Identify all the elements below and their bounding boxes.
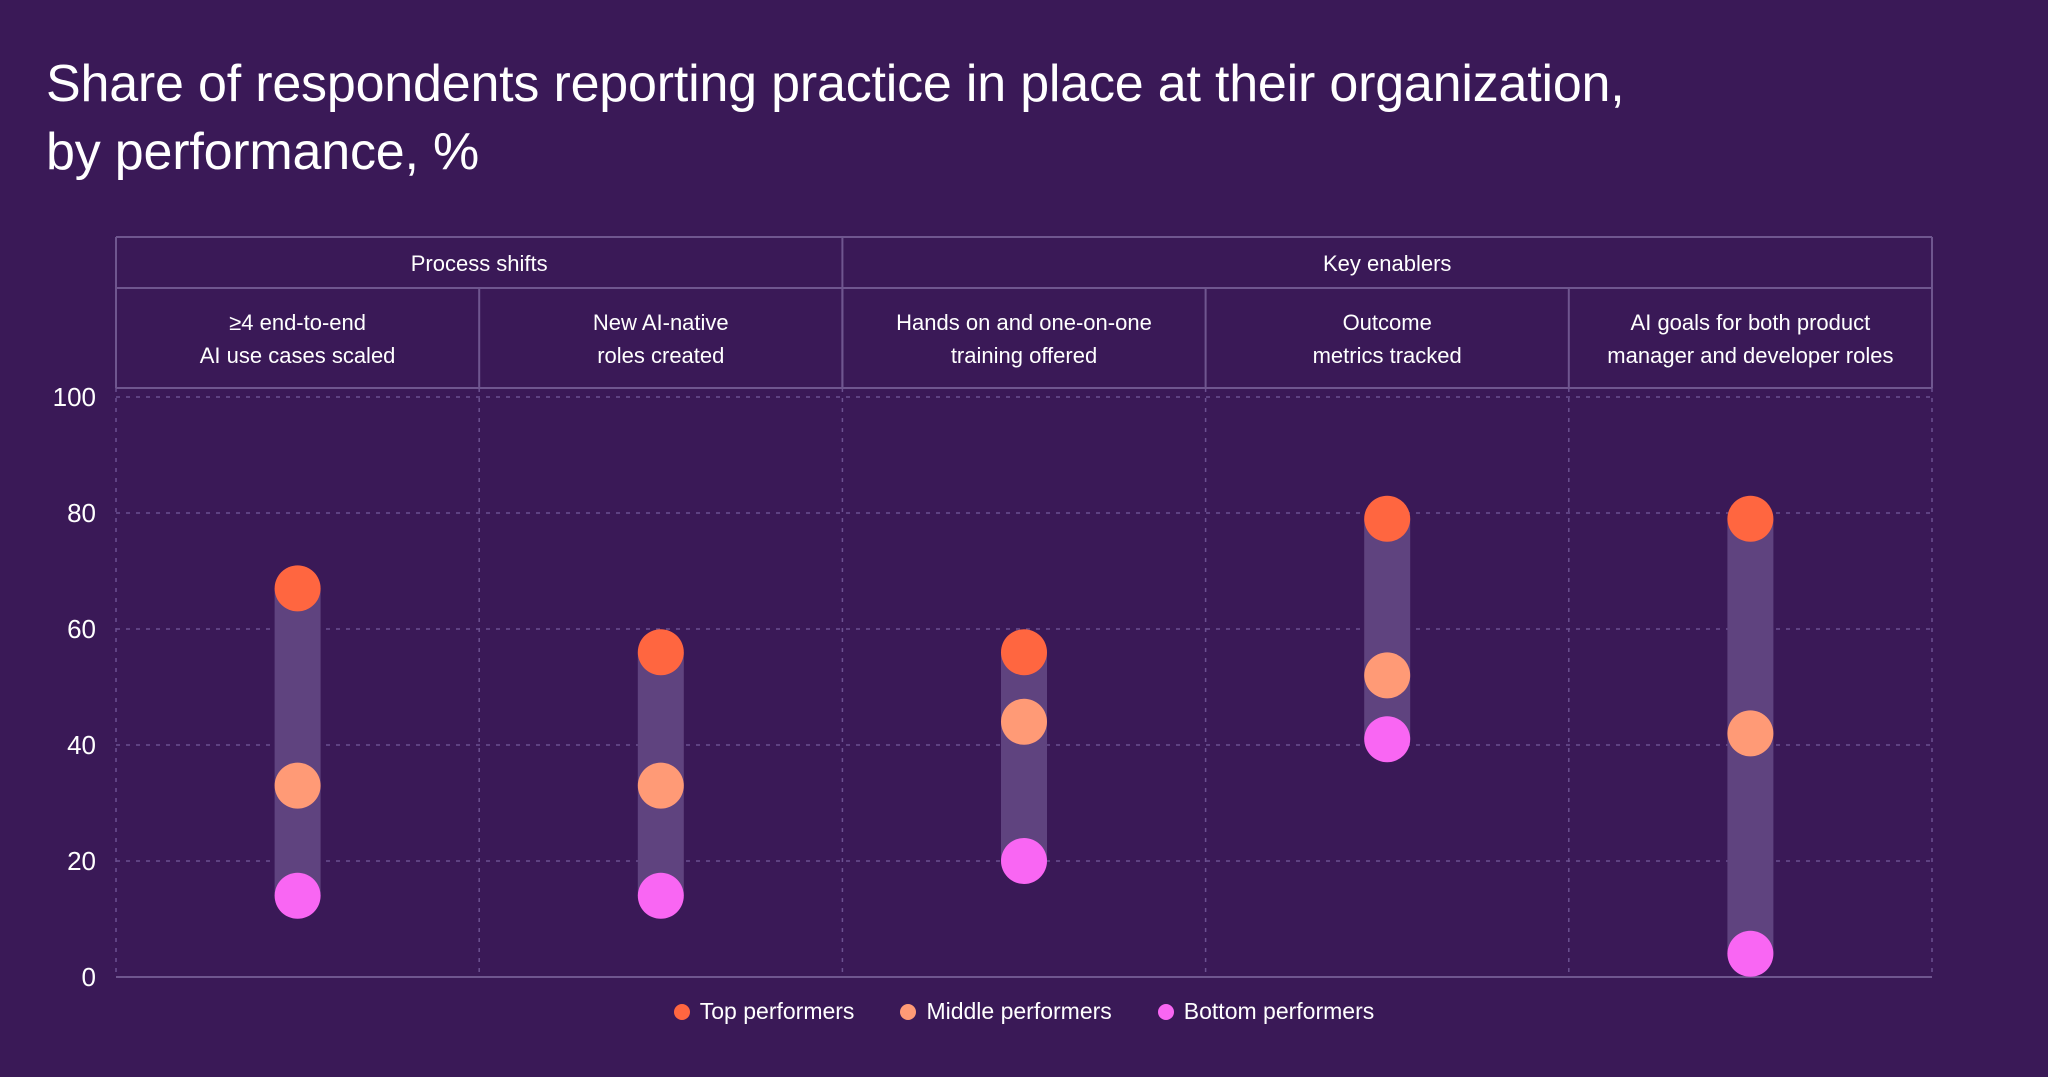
category-label: Hands on and one-on-one training offered xyxy=(896,310,1152,368)
y-tick-label-0: 0 xyxy=(82,962,96,992)
range-bar xyxy=(1001,652,1047,861)
data-point-middle-performers xyxy=(1727,710,1774,757)
y-tick-label-60: 60 xyxy=(67,614,96,644)
y-tick-label-100: 100 xyxy=(53,382,96,412)
grid-lines xyxy=(115,388,1933,977)
legend-label: Top performers xyxy=(699,998,855,1024)
data-point-top-performers xyxy=(1727,495,1774,542)
legend-item: Middle performers xyxy=(900,998,1112,1025)
y-tick-label-80: 80 xyxy=(67,498,96,528)
range-bar xyxy=(1364,518,1411,740)
legend-item: Top performers xyxy=(673,998,855,1025)
legend-swatch-icon xyxy=(1157,1003,1174,1020)
category-label-line: metrics tracked xyxy=(1313,343,1462,368)
y-axis: 0 20 40 60 80 100 xyxy=(53,382,96,992)
data-point-bottom-performers xyxy=(274,872,321,919)
chart-title-line-1: Share of respondents reporting practice … xyxy=(46,55,1625,113)
category-label: AI goals for both product manager and dev… xyxy=(1607,310,1893,368)
legend-label: Bottom performers xyxy=(1183,998,1375,1024)
category-label-line: Hands on and one-on-one xyxy=(896,310,1152,335)
category-label-line: AI goals for both product xyxy=(1631,310,1871,335)
data-point-middle-performers xyxy=(274,762,321,809)
range-bar xyxy=(274,588,321,896)
data-point-top-performers xyxy=(274,565,321,612)
category-label-line: roles created xyxy=(597,343,724,368)
category-label-line: ≥4 end-to-end xyxy=(229,310,366,335)
category-label-line: Outcome xyxy=(1343,310,1432,335)
data-point-top-performers xyxy=(637,629,684,676)
chart-title-line-2: by performance, % xyxy=(46,123,480,181)
category-label: Outcome metrics tracked xyxy=(1313,310,1462,368)
data-point-top-performers xyxy=(1001,629,1047,676)
data-point-middle-performers xyxy=(1001,698,1047,745)
category-label-line: training offered xyxy=(951,343,1097,368)
data-point-middle-performers xyxy=(1364,652,1411,699)
legend-label: Middle performers xyxy=(926,998,1112,1024)
group-header-label: Process shifts xyxy=(411,251,548,276)
category-label: ≥4 end-to-end AI use cases scaled xyxy=(200,310,396,368)
category-label-line: manager and developer roles xyxy=(1607,343,1893,368)
data-marks xyxy=(274,495,1774,977)
y-tick-label-40: 40 xyxy=(67,730,96,760)
data-point-bottom-performers xyxy=(1001,838,1047,884)
category-label-line: New AI-native xyxy=(593,310,729,335)
legend: Top performers Middle performers Bottom pe… xyxy=(0,998,2048,1025)
chart-title: Share of respondents reporting practice … xyxy=(46,50,1946,186)
group-header-label: Key enablers xyxy=(1323,251,1451,276)
category-label-line: AI use cases scaled xyxy=(200,343,396,368)
legend-swatch-icon xyxy=(673,1003,690,1020)
category-label: New AI-native roles created xyxy=(593,310,729,368)
data-point-top-performers xyxy=(1364,495,1411,542)
legend-item: Bottom performers xyxy=(1157,998,1375,1025)
chart-frame xyxy=(115,236,1933,978)
data-point-middle-performers xyxy=(637,762,684,809)
data-point-bottom-performers xyxy=(1727,930,1774,977)
category-headers: Process shifts Key enablers ≥4 end-to-end A… xyxy=(200,251,1894,368)
y-tick-label-20: 20 xyxy=(67,846,96,876)
legend-swatch-icon xyxy=(900,1003,917,1020)
data-point-bottom-performers xyxy=(637,872,684,919)
data-point-bottom-performers xyxy=(1364,716,1411,763)
